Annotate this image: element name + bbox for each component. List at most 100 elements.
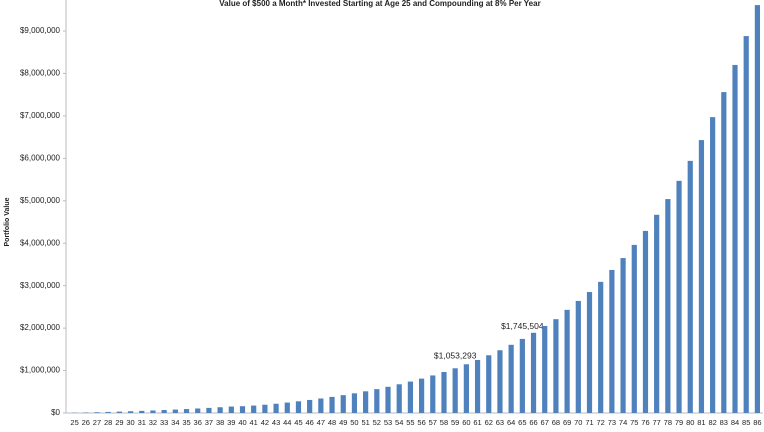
bar — [396, 384, 402, 413]
bar — [463, 364, 469, 413]
x-tick-label: 48 — [328, 418, 336, 427]
x-tick-label: 39 — [227, 418, 235, 427]
x-tick-label: 78 — [664, 418, 672, 427]
bar — [542, 325, 548, 413]
x-tick-label: 57 — [429, 418, 437, 427]
x-tick-label: 27 — [93, 418, 101, 427]
bar — [508, 344, 514, 413]
bar — [407, 381, 414, 413]
bar — [710, 117, 716, 414]
x-tick-label: 43 — [272, 418, 280, 427]
x-tick-label: 55 — [406, 418, 414, 427]
x-tick-label: 37 — [205, 418, 213, 427]
bar — [295, 401, 302, 413]
bar — [486, 355, 492, 413]
x-tick-label: 40 — [238, 418, 246, 427]
bar — [676, 180, 682, 413]
data-label: $1,745,504 — [501, 321, 544, 331]
x-tick-label: 50 — [350, 418, 358, 427]
x-tick-label: 25 — [70, 418, 78, 427]
y-tick-label: $8,000,000 — [20, 69, 61, 78]
data-label: $1,053,293 — [434, 351, 477, 361]
x-tick-label: 64 — [507, 418, 515, 427]
x-tick-label: 29 — [115, 418, 123, 427]
x-tick-label: 61 — [473, 418, 481, 427]
x-tick-label: 74 — [619, 418, 627, 427]
x-tick-label: 68 — [552, 418, 560, 427]
bar — [139, 410, 145, 413]
x-tick-label: 52 — [373, 418, 381, 427]
bar — [239, 406, 246, 413]
x-tick-label: 67 — [541, 418, 549, 427]
x-tick-label: 69 — [563, 418, 571, 427]
y-tick-label: $2,000,000 — [20, 323, 61, 332]
y-tick-label: $1,000,000 — [20, 366, 61, 375]
bar — [284, 402, 290, 413]
bar — [642, 230, 649, 413]
bar — [262, 404, 268, 413]
x-tick-label: 36 — [194, 418, 202, 427]
bar — [374, 389, 380, 413]
x-tick-label: 70 — [574, 418, 582, 427]
y-tick-label: $3,000,000 — [20, 281, 61, 290]
x-tick-label: 77 — [652, 418, 660, 427]
chart-title: Value of $500 a Month* Invested Starting… — [219, 0, 540, 8]
bar — [183, 409, 190, 413]
bar — [127, 411, 134, 413]
bar — [318, 398, 324, 413]
bar — [564, 309, 570, 413]
bar — [251, 405, 257, 413]
bar — [206, 407, 212, 413]
bar — [150, 410, 156, 413]
bar — [754, 5, 761, 413]
bar — [598, 281, 604, 413]
x-tick-label: 84 — [731, 418, 739, 427]
x-tick-label: 81 — [697, 418, 705, 427]
x-tick-label: 26 — [82, 418, 90, 427]
bar — [698, 140, 705, 413]
x-tick-label: 82 — [708, 418, 716, 427]
y-tick-label: $0 — [51, 408, 60, 417]
x-tick-label: 30 — [126, 418, 134, 427]
y-tick-label: $4,000,000 — [20, 238, 61, 247]
x-tick-label: 76 — [641, 418, 649, 427]
bar — [441, 372, 447, 413]
x-tick-label: 42 — [261, 418, 269, 427]
bar — [721, 92, 727, 413]
bar — [654, 214, 660, 413]
bar — [530, 332, 537, 413]
x-tick-label: 73 — [608, 418, 616, 427]
x-tick-label: 35 — [182, 418, 190, 427]
bar — [105, 411, 111, 413]
bar — [586, 292, 593, 413]
x-tick-label: 45 — [294, 418, 302, 427]
bar — [385, 386, 391, 413]
y-tick-label: $5,000,000 — [20, 196, 61, 205]
bar — [363, 391, 369, 413]
bar — [575, 300, 581, 413]
bar — [217, 407, 223, 413]
bar — [172, 409, 178, 413]
x-tick-label: 32 — [149, 418, 157, 427]
x-tick-label: 46 — [305, 418, 313, 427]
bar — [195, 408, 201, 413]
bar — [94, 412, 100, 413]
x-tick-label: 33 — [160, 418, 168, 427]
x-tick-label: 60 — [462, 418, 470, 427]
x-tick-label: 28 — [104, 418, 112, 427]
y-tick-label: $9,000,000 — [20, 26, 61, 35]
y-axis-label: Portfolio Value — [4, 197, 11, 246]
y-tick-label: $6,000,000 — [20, 153, 61, 162]
x-tick-label: 56 — [417, 418, 425, 427]
bar — [340, 395, 346, 413]
bar — [161, 410, 167, 413]
x-tick-label: 85 — [742, 418, 750, 427]
bar — [228, 406, 234, 413]
bar — [497, 350, 503, 413]
x-tick-label: 63 — [496, 418, 504, 427]
x-tick-label: 34 — [171, 418, 179, 427]
bar — [665, 199, 671, 413]
x-tick-label: 51 — [361, 418, 369, 427]
bar — [116, 411, 122, 413]
bar — [609, 269, 615, 413]
